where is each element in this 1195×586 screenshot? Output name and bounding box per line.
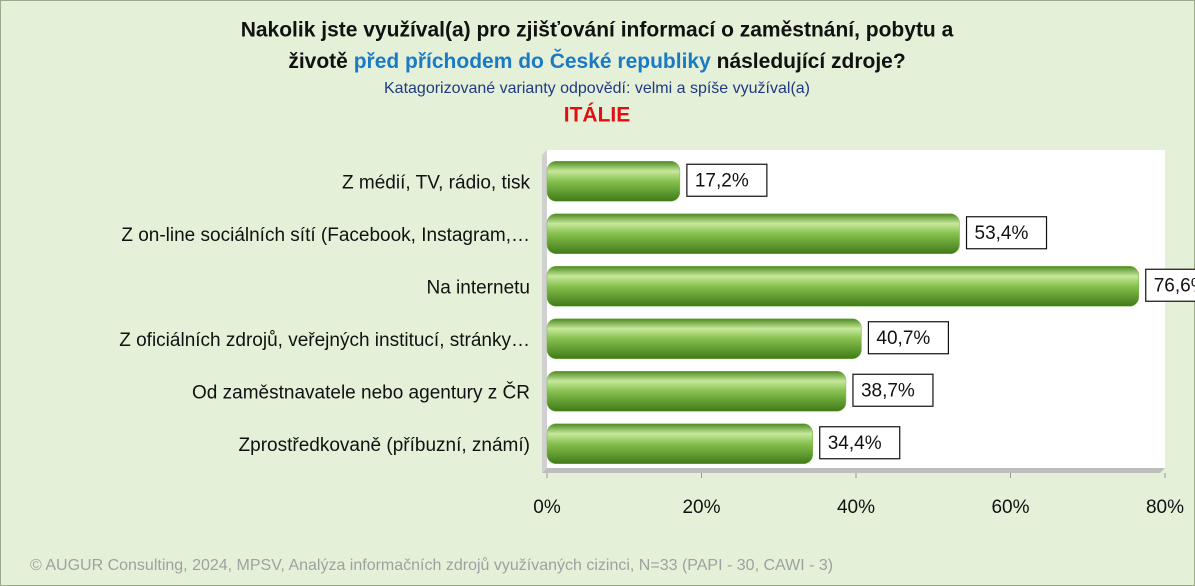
y-tick-label: Zprostředkovaně (příbuzní, známí) [239, 435, 530, 456]
value-label-box [819, 426, 901, 460]
y-tick-label: Na internetu [426, 277, 530, 298]
title: životě před příchodem do České republiky… [288, 49, 905, 73]
bar [546, 423, 813, 464]
value-label-box [867, 321, 950, 355]
x-tick-label: 0% [533, 497, 561, 518]
x-tick-label: 80% [1146, 497, 1184, 518]
y-tick-label: Od zaměstnavatele nebo agentury z ČR [192, 381, 530, 403]
bar [546, 266, 1139, 307]
title: Nakolik jste využíval(a) pro zjišťování … [241, 19, 954, 42]
subtitle: Katagorizované varianty odpovědí: velmi … [384, 80, 810, 97]
value-label: 53,4% [975, 223, 1029, 244]
bar [546, 213, 960, 254]
value-label-box [686, 163, 768, 197]
value-label: 40,7% [876, 328, 930, 349]
x-tick-label: 40% [837, 497, 875, 518]
value-label-box [852, 373, 934, 407]
bar [546, 318, 862, 359]
value-label: 38,7% [861, 380, 915, 401]
title-part: následující zdroje? [717, 50, 906, 73]
x-tick-label: 60% [991, 497, 1029, 518]
bar [546, 161, 681, 202]
footer: © AUGUR Consulting, 2024, MPSV, Analýza … [30, 556, 833, 574]
axis-wall [542, 150, 547, 473]
y-tick-label: Z oficiálních zdrojů, veřejných instituc… [119, 330, 530, 351]
country: ITÁLIE [564, 104, 631, 127]
value-label-box [1145, 268, 1195, 302]
y-tick-label: Z on-line sociálních sítí (Facebook, Ins… [121, 225, 530, 246]
value-label: 76,6% [1154, 275, 1195, 296]
y-tick-label: Z médií, TV, rádio, tisk [342, 172, 530, 193]
axis-floor [542, 468, 1165, 473]
title-part: životě [288, 50, 348, 73]
value-label: 17,2% [695, 170, 749, 191]
bar [546, 371, 847, 412]
plot-area [547, 150, 1165, 468]
x-tick-label: 20% [682, 497, 720, 518]
title-highlight: před příchodem do České republiky [354, 49, 711, 73]
value-label: 34,4% [828, 433, 882, 454]
value-label-box [965, 216, 1048, 250]
